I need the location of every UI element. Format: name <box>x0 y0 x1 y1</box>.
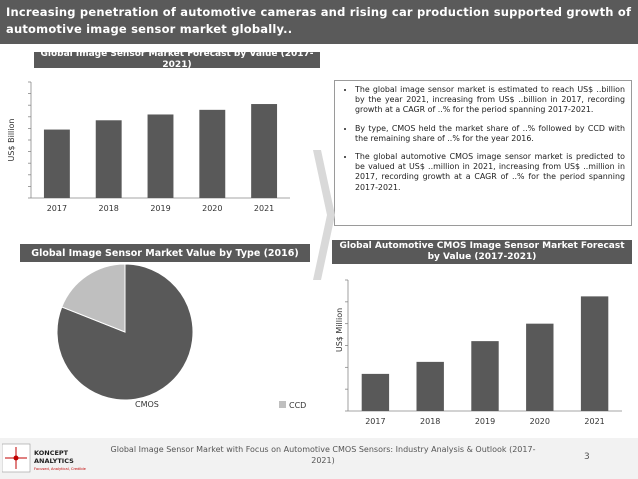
y-axis-label: US$ Million <box>335 308 344 352</box>
x-tick-label: 2021 <box>584 417 604 426</box>
page-number: 3 <box>584 452 590 462</box>
forecast-value-title: Global Image Sensor Market Forecast by V… <box>40 49 314 70</box>
logo-tagline: Focused, Analytical, Credible <box>34 467 87 471</box>
bullet-item: The global automotive CMOS image sensor … <box>355 152 625 193</box>
legend-ccd: CCD <box>289 401 306 410</box>
logo-line1: KONCEPT <box>34 449 69 457</box>
footer-bar <box>0 438 638 479</box>
image-sensor-value-chart: US$ Billion 2017 2018 2019 2020 2021 <box>7 81 290 213</box>
title-banner: Increasing penetration of automotive cam… <box>0 0 638 44</box>
bullet-item: The global image sensor market is estima… <box>355 85 625 116</box>
y-ticks <box>28 81 31 199</box>
x-tick-label: 2020 <box>530 417 550 426</box>
koncept-analytics-logo: KONCEPT ANALYTICS Focused, Analytical, C… <box>2 443 87 473</box>
bar-2021 <box>580 296 609 411</box>
pie-slice-cmos <box>56 263 194 401</box>
bar-2018 <box>416 361 444 411</box>
y-axis-label: US$ Billion <box>7 119 16 162</box>
cmos-forecast-title: Global Automotive CMOS Image Sensor Mark… <box>339 241 625 262</box>
bar-2019 <box>147 114 174 198</box>
x-tick-label: 2020 <box>202 204 222 213</box>
pie-slice-ccd <box>61 263 126 333</box>
by-type-header: Global Image Sensor Market Value by Type… <box>20 244 310 262</box>
cmos-forecast-header: Global Automotive CMOS Image Sensor Mark… <box>332 240 632 264</box>
sensor-type-pie-chart: CMOS CCD <box>56 263 306 410</box>
bar-2018 <box>95 120 122 198</box>
x-tick-labels: 2017 2018 2019 2020 2021 <box>365 417 605 426</box>
x-tick-label: 2018 <box>420 417 440 426</box>
chevron-right-icon <box>313 150 335 280</box>
key-findings-box: The global image sensor market is estima… <box>334 80 632 226</box>
bar-2017 <box>43 129 70 198</box>
pie-slices <box>56 263 194 401</box>
bars <box>361 296 609 411</box>
footer-text: Global Image Sensor Market with Focus on… <box>110 445 536 465</box>
bar-2019 <box>471 341 499 411</box>
bar-2017 <box>361 373 390 411</box>
x-tick-label: 2019 <box>475 417 495 426</box>
x-tick-label: 2017 <box>47 204 67 213</box>
bar-2020 <box>199 109 226 198</box>
bar-2021 <box>251 104 278 198</box>
x-tick-label: 2018 <box>99 204 119 213</box>
by-type-title: Global Image Sensor Market Value by Type… <box>31 247 299 259</box>
y-ticks <box>345 279 348 412</box>
forecast-value-header: Global Image Sensor Market Forecast by V… <box>34 49 320 70</box>
bars <box>43 104 278 198</box>
bar-2020 <box>526 323 554 411</box>
logo-line2: ANALYTICS <box>34 457 74 465</box>
x-tick-label: 2021 <box>254 204 274 213</box>
automotive-cmos-value-chart: US$ Million 2017 2018 2019 2020 2021 <box>335 279 622 426</box>
legend-ccd-swatch <box>279 401 286 408</box>
x-tick-label: 2017 <box>365 417 385 426</box>
legend-cmos: CMOS <box>135 400 159 409</box>
banner-title: Increasing penetration of automotive cam… <box>6 5 632 36</box>
bullet-item: By type, CMOS held the market share of .… <box>355 124 625 144</box>
x-tick-label: 2019 <box>150 204 170 213</box>
x-tick-labels: 2017 2018 2019 2020 2021 <box>47 204 275 213</box>
